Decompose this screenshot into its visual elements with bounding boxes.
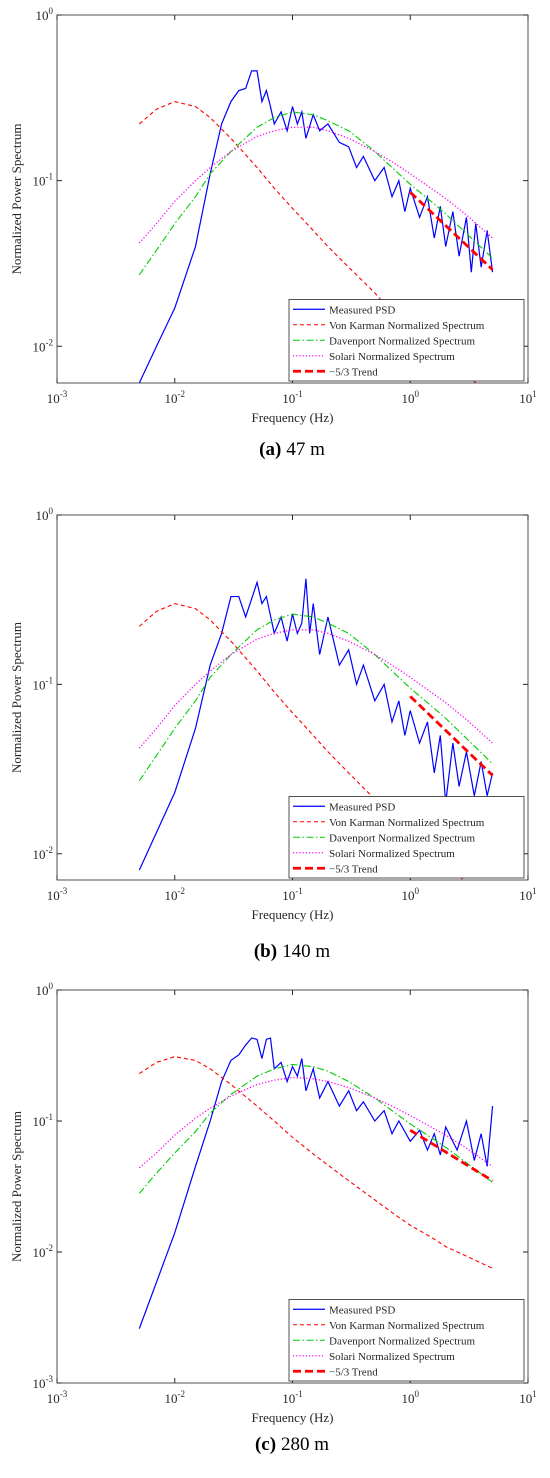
legend: Measured PSD Von Karman Normalized Spectr… <box>288 796 525 879</box>
x-tick-label: 101 <box>519 1389 537 1406</box>
legend-label: Davenport Normalized Spectrum <box>329 335 475 347</box>
series-line <box>138 613 493 782</box>
legend-label: Davenport Normalized Spectrum <box>329 832 475 844</box>
series-group <box>138 1037 494 1329</box>
legend-label: Solari Normalized Spectrum <box>329 351 455 363</box>
series-line <box>409 1129 494 1182</box>
axes-box <box>56 14 529 384</box>
y-tick-label: 100 <box>36 506 54 523</box>
x-tick-label: 10-3 <box>47 389 68 406</box>
x-tick-label: 101 <box>519 886 537 903</box>
x-tick-label: 10-3 <box>47 1389 68 1406</box>
series-line <box>138 70 494 383</box>
legend: Measured PSD Von Karman Normalized Spectr… <box>288 1299 525 1382</box>
legend-box <box>288 299 525 382</box>
axes-box <box>56 514 529 881</box>
caption: (b) 140 m <box>254 941 330 962</box>
y-tick-label: 10-1 <box>33 172 54 189</box>
legend-box <box>288 796 525 879</box>
x-axis-label: Frequency (Hz) <box>252 410 334 425</box>
legend-label: Measured PSD <box>329 801 395 813</box>
legend-label: Solari Normalized Spectrum <box>329 848 455 860</box>
x-tick-label: 10-2 <box>165 886 186 903</box>
chart: 10-3 10-2 10-1 100 101 10-2 10-1 100 Measured PS… <box>9 506 537 962</box>
legend-label: −5/3 Trend <box>329 863 378 875</box>
series-line <box>138 1076 493 1169</box>
series-line <box>138 1063 493 1194</box>
x-tick-label: 10-1 <box>282 1389 303 1406</box>
y-axis-label: Normalized Power Spectrum <box>9 622 24 773</box>
x-axis-label: Frequency (Hz) <box>252 907 334 922</box>
legend-label: Measured PSD <box>329 304 395 316</box>
series-line <box>138 126 493 244</box>
y-axis-label: Normalized Power Spectrum <box>9 1111 24 1262</box>
legend: Measured PSD Von Karman Normalized Spectr… <box>288 299 525 382</box>
legend-label: −5/3 Trend <box>329 1366 378 1378</box>
series-line <box>138 1037 494 1329</box>
x-tick-label: 10-1 <box>282 886 303 903</box>
legend-label: Davenport Normalized Spectrum <box>329 1335 475 1347</box>
chart: 10-3 10-2 10-1 100 101 10-3 10-2 10-1 100 Measure… <box>9 981 537 1455</box>
y-tick-label: 10-2 <box>33 1243 54 1260</box>
x-tick-label: 10-2 <box>165 389 186 406</box>
legend-label: Measured PSD <box>329 1304 395 1316</box>
legend-label: −5/3 Trend <box>329 366 378 378</box>
series-line <box>139 1056 493 1269</box>
series-line <box>409 695 494 777</box>
x-tick-label: 100 <box>402 389 420 406</box>
x-tick-label: 101 <box>519 389 537 406</box>
y-axis-label: Normalized Power Spectrum <box>9 124 24 275</box>
caption: (a) 47 m <box>259 439 325 460</box>
y-tick-label: 10-1 <box>33 1112 54 1129</box>
x-tick-label: 100 <box>402 886 420 903</box>
y-tick-label: 10-1 <box>33 675 54 692</box>
chart: 10-3 10-2 10-1 100 101 10-2 10-1 100 Measured PS… <box>9 6 537 460</box>
legend-label: Von Karman Normalized Spectrum <box>329 817 485 829</box>
series-line <box>409 191 494 271</box>
y-tick-label: 10-3 <box>33 1374 54 1391</box>
x-tick-label: 10-3 <box>47 886 68 903</box>
y-tick-label: 100 <box>36 6 54 23</box>
y-tick-label: 100 <box>36 981 54 998</box>
x-tick-label: 10-1 <box>282 389 303 406</box>
series-line <box>138 578 494 871</box>
axes-box <box>56 989 529 1384</box>
y-tick-label: 10-2 <box>33 845 54 862</box>
legend-label: Solari Normalized Spectrum <box>329 1351 455 1363</box>
series-group <box>138 578 494 880</box>
legend-label: Von Karman Normalized Spectrum <box>329 320 485 332</box>
y-tick-label: 10-2 <box>33 337 54 354</box>
legend-box <box>288 1299 525 1382</box>
series-line <box>138 111 493 276</box>
x-tick-label: 10-2 <box>165 1389 186 1406</box>
x-tick-label: 100 <box>402 1389 420 1406</box>
x-axis-label: Frequency (Hz) <box>252 1410 334 1425</box>
caption: (c) 280 m <box>255 1434 329 1455</box>
legend-label: Von Karman Normalized Spectrum <box>329 1320 485 1332</box>
series-line <box>138 602 465 880</box>
